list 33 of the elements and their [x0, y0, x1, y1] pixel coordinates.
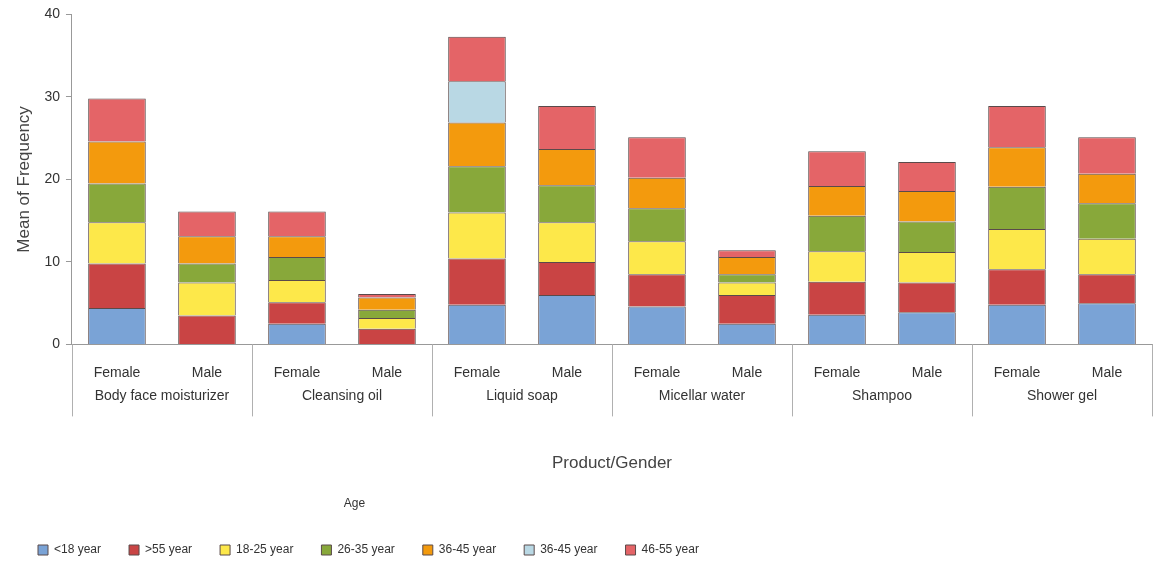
legend-label: 26-35 year	[337, 542, 395, 557]
text: Body face moisturizer	[94, 387, 230, 404]
x-tick-label: Male	[371, 363, 403, 380]
legend-label: >55 year	[145, 542, 193, 557]
text: Micellar water	[658, 387, 746, 404]
legend-label: 36-45 year	[438, 542, 497, 557]
y-tick-label: 0	[52, 335, 61, 352]
legend-label: <18 year	[54, 542, 102, 557]
text: Cleansing oil	[301, 387, 383, 404]
x-tick-label: Female	[993, 363, 1041, 380]
x-tick-label: Female	[93, 363, 141, 380]
y-tick-label: 20	[44, 170, 61, 187]
text: Shower gel	[1026, 387, 1098, 404]
x-tick-label: Female	[633, 363, 681, 380]
x-axis-title: Product/Gender	[551, 453, 673, 473]
x-tick-label: Female	[273, 363, 321, 380]
y-tick-label: 40	[44, 5, 61, 22]
legend-label: 18-25 year	[236, 542, 294, 557]
legend-title: Age	[343, 495, 366, 510]
x-tick-label: Male	[1091, 363, 1123, 380]
legend-label: 46-55 year	[641, 542, 699, 557]
y-tick-label: 30	[44, 87, 61, 104]
x-tick-label: Male	[551, 363, 583, 380]
text: Liquid soap	[486, 387, 558, 404]
x-tick-label: Female	[453, 363, 501, 380]
legend-label: 36-45 year	[540, 542, 598, 557]
x-tick-label: Male	[731, 363, 763, 380]
y-tick-label: 10	[44, 252, 61, 269]
text: Shampoo	[852, 387, 913, 404]
x-tick-label: Male	[911, 363, 943, 380]
x-tick-label: Female	[813, 363, 861, 380]
y-axis-title: Mean of Frequency	[13, 105, 33, 253]
x-tick-label: Male	[191, 363, 223, 380]
